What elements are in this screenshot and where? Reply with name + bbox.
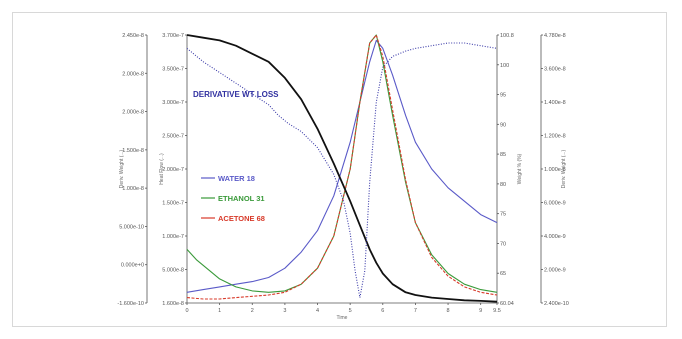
tick-label-right_inner-3: 90	[500, 122, 506, 128]
x-tick-label-6: 6	[381, 308, 384, 314]
x-tick-label-2: 2	[251, 308, 254, 314]
tick-label-left_outer-3: 1.500e-8	[122, 148, 144, 154]
tick-label-left_inner-6: 1.000e-7	[162, 234, 184, 240]
tick-label-right_inner-0: 100.8	[500, 33, 514, 39]
series-line-0	[186, 39, 498, 293]
x-tick-label-7: 7	[414, 308, 417, 314]
tick-label-right_outer-6: 4.000e-9	[544, 234, 566, 240]
tick-label-right_outer-2: 1.400e-8	[544, 100, 566, 106]
tick-label-right_inner-6: 75	[500, 212, 506, 218]
tick-label-left_inner-8: 1.600e-8	[162, 301, 184, 307]
legend-label-0: WATER 18	[218, 174, 255, 183]
tick-label-left_inner-0: 3.700e-7	[162, 33, 184, 39]
tick-label-right_inner-5: 80	[500, 182, 506, 188]
tick-label-left_outer-6: 0.000e+0	[121, 263, 144, 269]
tick-label-right_inner-1: 100	[500, 63, 509, 69]
legend-label-2: ACETONE 68	[218, 214, 265, 223]
tick-label-left_outer-4: 1.000e-8	[122, 186, 144, 192]
x-tick-label-3: 3	[283, 308, 286, 314]
tick-label-right_inner-4: 85	[500, 152, 506, 158]
tick-label-left_outer-1: 2.000e-8	[122, 71, 144, 77]
axis-title-right_outer: Deriv. Weight (...)	[561, 149, 567, 188]
x-tick-label-5: 5	[349, 308, 352, 314]
tick-label-left_outer-2: 2.000e-8	[122, 110, 144, 116]
tick-label-left_inner-5: 1.500e-7	[162, 201, 184, 207]
tick-label-left_inner-3: 2.500e-7	[162, 134, 184, 140]
axis-title-left_outer: Deriv. Weight (...)	[119, 149, 125, 188]
tick-label-right_inner-8: 65	[500, 271, 506, 277]
tick-label-right_outer-7: 2.000e-9	[544, 268, 566, 274]
tick-label-right_outer-1: 3.600e-8	[544, 67, 566, 73]
x-tick-label-10: 9.5	[493, 308, 501, 314]
tick-label-left_inner-2: 3.000e-7	[162, 100, 184, 106]
chart-frame: 2.450e-8 2.000e-8 2.000e-8 1.500e-8 1.000e-8…	[12, 12, 667, 327]
tick-label-left_outer-0: 2.450e-8	[122, 33, 144, 39]
tick-label-right_outer-5: 6.000e-9	[544, 201, 566, 207]
x-axis-title: Time	[337, 315, 348, 321]
tick-label-right_inner-2: 95	[500, 93, 506, 99]
tick-label-left_outer-5: 5.000e-10	[119, 224, 144, 230]
tick-label-right_outer-8: 2.400e-10	[544, 301, 569, 307]
tick-label-right_inner-9: 60.04	[500, 301, 514, 307]
axis-title-left_inner: Heat Flow (...)	[159, 153, 165, 185]
tick-label-right_outer-4: 1.000e-8	[544, 167, 566, 173]
x-tick-label-1: 1	[218, 308, 221, 314]
tick-label-left_inner-1: 3.500e-7	[162, 67, 184, 73]
tick-label-left_inner-4: 2.000e-7	[162, 167, 184, 173]
x-tick-label-0: 0	[185, 308, 188, 314]
x-tick-label-8: 8	[447, 308, 450, 314]
series-line-4	[186, 42, 498, 299]
tga-chart: 2.450e-8 2.000e-8 2.000e-8 1.500e-8 1.000e-8…	[117, 33, 569, 321]
axis-title-right_inner: Weight % (%)	[517, 153, 523, 184]
tick-label-right_outer-3: 1.200e-8	[544, 134, 566, 140]
tick-label-left_inner-7: 5.000e-8	[162, 268, 184, 274]
tick-label-left_outer-7: -1.600e-10	[117, 301, 144, 307]
tick-label-right_outer-0: 4.780e-8	[544, 33, 566, 39]
series-line-1	[186, 34, 498, 293]
x-tick-label-9: 9	[479, 308, 482, 314]
tick-label-right_inner-7: 70	[500, 241, 506, 247]
annotation-derivative-wt-loss: DERIVATIVE WT LOSS	[193, 90, 279, 99]
series-line-2	[186, 34, 498, 300]
x-tick-label-4: 4	[316, 308, 319, 314]
series-line-3	[186, 34, 498, 303]
legend-label-1: ETHANOL 31	[218, 194, 265, 203]
